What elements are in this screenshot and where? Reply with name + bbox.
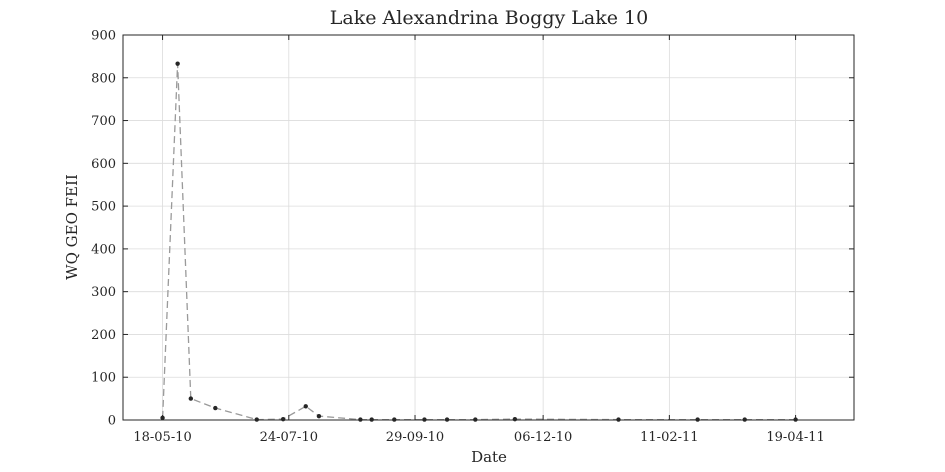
- y-tick-label: 700: [91, 114, 116, 129]
- data-point: [188, 396, 194, 401]
- series-line: [161, 63, 796, 421]
- x-tick-label: 11-02-11: [640, 430, 698, 445]
- x-tick-label: 24-07-10: [260, 430, 318, 445]
- y-tick-label: 500: [91, 200, 116, 215]
- x-tick-label: 06-12-10: [514, 430, 572, 445]
- x-tick-label: 19-04-11: [766, 430, 824, 445]
- data-point: [280, 416, 286, 422]
- x-tick-label: 18-05-10: [133, 430, 191, 445]
- y-tick-label: 800: [91, 71, 116, 86]
- y-tick-label: 100: [91, 371, 116, 386]
- y-tick-label: 0: [108, 414, 116, 429]
- series-layer: [160, 61, 798, 422]
- data-point: [175, 61, 180, 66]
- x-tick-label: 29-09-10: [386, 430, 444, 445]
- chart-title: Lake Alexandrina Boggy Lake 10: [330, 7, 648, 29]
- grid-lines: [123, 34, 854, 421]
- y-tick-label: 200: [91, 328, 116, 343]
- data-point: [213, 405, 218, 411]
- y-tick-label: 900: [91, 29, 116, 44]
- y-axis-title: WQ GEO FEII: [63, 174, 81, 280]
- y-tick-label: 400: [91, 242, 116, 257]
- y-tick-label: 300: [91, 285, 116, 300]
- data-point: [303, 404, 308, 409]
- data-point: [316, 413, 322, 419]
- plot-area-frame: [122, 34, 855, 421]
- x-axis-title: Date: [471, 448, 507, 466]
- y-tick-label: 600: [91, 157, 116, 172]
- axis-ticks: 0 100 200 300 400 500 600 700 800 900 18-05-10 24-0…: [91, 29, 854, 445]
- data-point: [512, 416, 518, 422]
